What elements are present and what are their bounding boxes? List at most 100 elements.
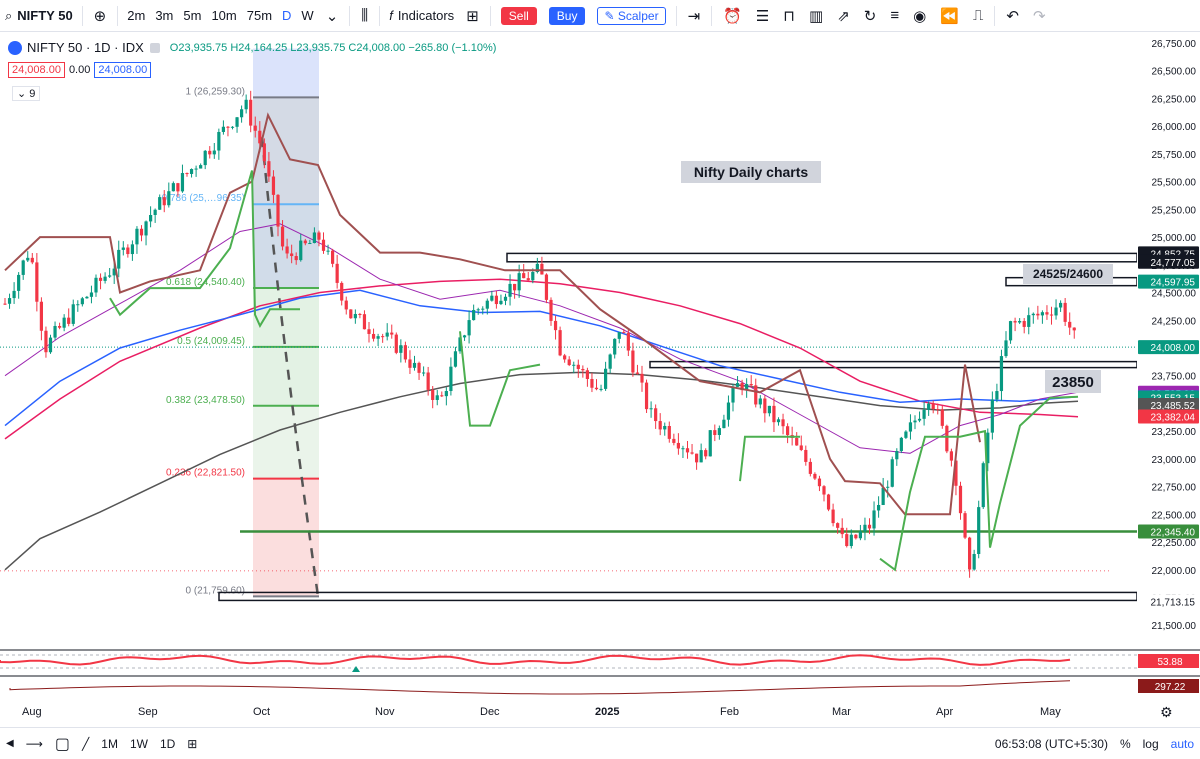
candle-body <box>130 244 134 255</box>
fib-grey-band <box>253 97 319 289</box>
timeframe-w[interactable]: W <box>301 8 314 23</box>
candle-body <box>303 240 307 244</box>
date-range-icon[interactable]: ⊞ <box>187 736 198 751</box>
candle-body <box>481 308 485 310</box>
symbol-search[interactable]: ⌕ NIFTY 50 <box>0 0 78 32</box>
price-tick-label: 22,000.00 <box>1152 566 1197 577</box>
rewind-icon[interactable]: ⏪ <box>940 7 959 25</box>
fib-level-label: 0.236 (22,821.50) <box>166 468 245 479</box>
clock[interactable]: 06:53:08 (UTC+5:30) <box>994 736 1108 751</box>
candle-body <box>881 487 885 505</box>
chevron-down-icon[interactable]: ⌄ <box>325 7 339 25</box>
candle-body <box>21 260 25 275</box>
candle-body <box>517 273 521 291</box>
refresh-icon[interactable]: ↻ <box>863 7 877 25</box>
chart-title-annotation-box <box>681 161 821 183</box>
redo-icon[interactable]: ↷ <box>1032 7 1046 25</box>
candle-body <box>312 232 316 244</box>
candle-body <box>35 262 39 302</box>
fibonacci-retracement[interactable]: 1 (26,259.30) 0.786 (25,…96.35) 0.618 (24,… <box>162 48 320 598</box>
candle-body <box>353 313 357 319</box>
line-tool-icon[interactable]: ⟶ <box>25 736 43 751</box>
external-link-icon[interactable]: ⇗ <box>837 7 850 25</box>
candle-body <box>39 301 43 331</box>
eye-icon[interactable] <box>149 42 160 53</box>
candle-body <box>80 298 84 305</box>
level-annotation-box <box>1045 370 1101 393</box>
range-1m[interactable]: 1M <box>101 736 118 751</box>
candle-body <box>30 257 34 263</box>
auto-toggle[interactable]: auto <box>1170 736 1194 751</box>
indicators-button[interactable]: f Indicators <box>384 0 459 32</box>
indicator-count-toggle[interactable]: ⌄ 9 <box>12 86 41 101</box>
candle-body <box>758 398 762 405</box>
bid-price[interactable]: 24,008.00 <box>8 62 65 78</box>
candle-body <box>767 405 771 414</box>
buy-button[interactable]: Buy <box>548 6 586 25</box>
export-icon[interactable]: ⇥ <box>687 7 701 25</box>
candle-body <box>180 173 185 192</box>
range-1d[interactable]: 1D <box>159 736 176 751</box>
templates-icon[interactable]: ⊞ <box>466 7 479 25</box>
alert-icon[interactable]: ⏰ <box>723 7 742 25</box>
undo-icon[interactable]: ↶ <box>1006 7 1019 25</box>
candle-body <box>299 240 303 261</box>
candle-body <box>977 507 981 555</box>
search-icon: ⌕ <box>5 7 13 23</box>
price-badge <box>1138 398 1199 413</box>
zone-annotation-box <box>1023 264 1113 284</box>
timeframe-10m[interactable]: 10m <box>211 8 237 23</box>
fib-zone-band <box>253 478 319 597</box>
ruler-icon[interactable]: ⎍ <box>972 7 984 24</box>
percent-toggle[interactable]: % <box>1119 736 1131 751</box>
candle-body <box>1049 314 1054 316</box>
annotations[interactable]: Nifty Daily charts 24525/24600 23850 <box>681 161 1113 393</box>
range-1w[interactable]: 1W <box>129 736 148 751</box>
candle-body <box>786 426 790 436</box>
collapse-icon[interactable]: ◀ <box>6 738 14 749</box>
candle-body <box>44 330 48 353</box>
pencil-icon: ✎ <box>604 8 615 23</box>
candle-body <box>581 368 585 371</box>
ask-price[interactable]: 24,008.00 <box>94 62 152 78</box>
log-toggle[interactable]: log <box>1142 736 1159 751</box>
candle-body <box>476 309 480 311</box>
candle-body <box>240 109 244 118</box>
rectangle-tool-icon[interactable]: ▢ <box>54 735 71 753</box>
candle-body <box>927 403 931 410</box>
candle-body <box>754 385 758 405</box>
candles-icon[interactable]: ⫼ <box>361 7 369 24</box>
price-chart[interactable]: 1 (26,259.30) 0.786 (25,…96.35) 0.618 (24,… <box>0 32 1200 727</box>
candle-body <box>945 425 949 452</box>
compare-add-icon[interactable]: ⊕ <box>93 7 107 25</box>
candle-body <box>958 485 963 514</box>
candle-body <box>185 173 189 175</box>
bar-chart-icon[interactable]: ▥ <box>809 7 824 25</box>
filters-icon[interactable]: ≡ <box>890 7 900 24</box>
candle-body <box>917 418 922 421</box>
candle-body <box>890 459 894 487</box>
basket-icon[interactable]: ⊓ <box>783 7 795 25</box>
candle-body <box>908 422 913 432</box>
timeframe-2m[interactable]: 2m <box>127 8 146 23</box>
scalper-button[interactable]: ✎ Scalper <box>597 6 666 25</box>
candle-body <box>1004 340 1008 357</box>
candle-body <box>58 325 62 328</box>
candle-body <box>558 330 562 356</box>
broadcast-icon[interactable]: ◉ <box>913 7 927 25</box>
candle-body <box>485 300 489 309</box>
time-axis-settings-icon[interactable]: ⚙ <box>1160 704 1173 720</box>
candle-body <box>713 430 717 436</box>
price-axis[interactable]: 26,750.00 26,500.00 26,250.00 26,000.00 25,7… <box>1137 32 1200 727</box>
timeframe-3m[interactable]: 3m <box>155 8 174 23</box>
candle-body <box>822 486 826 495</box>
settings-sliders-icon[interactable]: ☰ <box>755 7 770 25</box>
timeframe-5m[interactable]: 5m <box>183 8 202 23</box>
candle-body <box>940 409 944 426</box>
sell-button[interactable]: Sell <box>500 6 537 25</box>
supertrend-up-line <box>109 170 300 328</box>
candle-body <box>331 250 335 264</box>
trend-line-icon[interactable]: ╱ <box>82 736 90 751</box>
timeframe-d[interactable]: D <box>282 8 292 23</box>
timeframe-75m[interactable]: 75m <box>246 8 273 23</box>
